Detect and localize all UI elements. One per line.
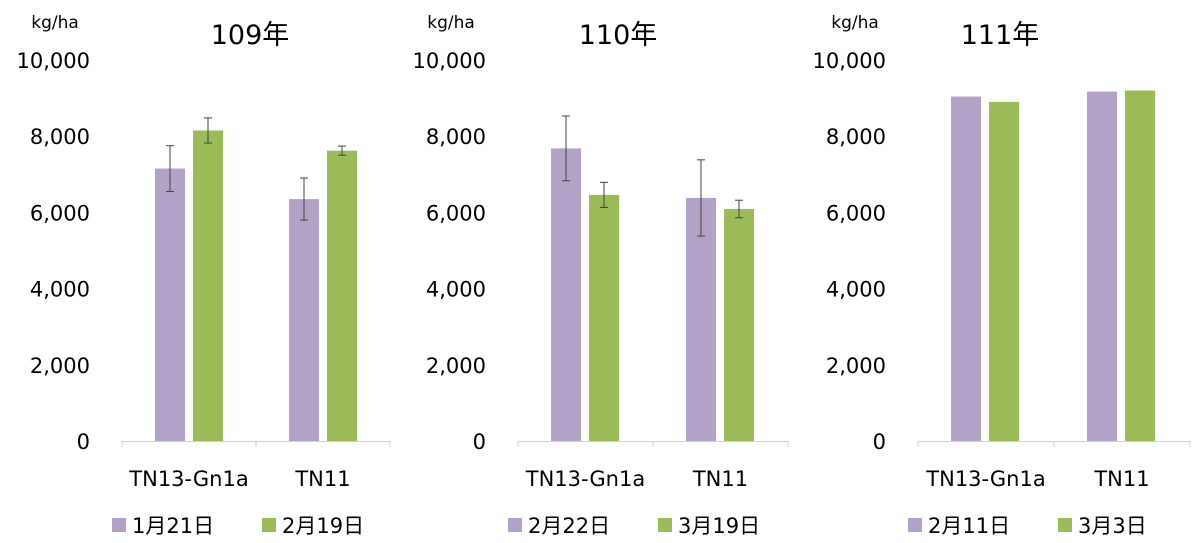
bar-TN13-Gn1a-1月21日 — [155, 168, 185, 441]
bar-TN13-Gn1a-3月19日 — [589, 194, 619, 441]
x-category-label: TN13-Gn1a — [525, 467, 645, 491]
bar-TN11-3月3日 — [1125, 90, 1155, 441]
bar-TN13-Gn1a-2月22日 — [551, 148, 581, 441]
y-tick-label: 4,000 — [426, 278, 486, 302]
legend-swatch — [908, 518, 922, 532]
legend-swatch — [658, 518, 672, 532]
y-tick-label: 2,000 — [426, 354, 486, 378]
y-tick-label: 6,000 — [826, 201, 886, 225]
y-tick-label: 8,000 — [426, 125, 486, 149]
chart-panel-1: kg/ha 109年 0 2,000 4,000 6,000 8,000 10,000 TN13… — [17, 13, 391, 538]
x-category-label: TN11 — [1093, 467, 1149, 491]
y-tick-label: 4,000 — [826, 278, 886, 302]
bar-TN11-2月22日 — [686, 197, 716, 441]
legend-label: 3月19日 — [678, 514, 760, 538]
y-unit-label: kg/ha — [831, 13, 879, 33]
x-category-label: TN11 — [692, 467, 748, 491]
y-unit-label: kg/ha — [31, 13, 79, 33]
y-tick-label: 10,000 — [413, 49, 486, 73]
legend-label: 1月21日 — [132, 514, 214, 538]
x-category-label: TN13-Gn1a — [925, 467, 1045, 491]
y-unit-label: kg/ha — [427, 13, 475, 33]
y-tick-label: 0 — [77, 430, 90, 454]
bar-TN11-1月21日 — [289, 199, 319, 441]
y-tick-label: 8,000 — [30, 125, 90, 149]
y-tick-label: 8,000 — [826, 125, 886, 149]
y-tick-label: 6,000 — [30, 201, 90, 225]
chart-title: 109年 — [211, 20, 290, 51]
legend-label: 2月22日 — [528, 514, 610, 538]
bar-TN11-2月19日 — [327, 150, 357, 442]
chart-title: 111年 — [961, 20, 1040, 51]
legend-swatch — [112, 518, 126, 532]
bar-TN13-Gn1a-3月3日 — [989, 101, 1019, 441]
y-tick-label: 6,000 — [426, 201, 486, 225]
legend-swatch — [1058, 518, 1072, 532]
bar-TN13-Gn1a-2月11日 — [951, 96, 981, 442]
legend-label: 2月19日 — [282, 514, 364, 538]
bar-TN11-2月11日 — [1087, 91, 1117, 442]
chart-title: 110年 — [579, 20, 658, 51]
legend-swatch — [262, 518, 276, 532]
legend-label: 3月3日 — [1078, 514, 1147, 538]
y-tick-label: 10,000 — [17, 49, 90, 73]
legend-label: 2月11日 — [928, 514, 1010, 538]
bar-TN11-3月19日 — [724, 208, 754, 441]
chart-panel-3: kg/ha 111年 0 2,000 4,000 6,000 8,000 10,000 TN13… — [813, 13, 1191, 538]
y-tick-label: 0 — [873, 430, 886, 454]
legend-swatch — [508, 518, 522, 532]
x-category-label: TN13-Gn1a — [128, 467, 248, 491]
x-category-label: TN11 — [294, 467, 350, 491]
y-tick-label: 4,000 — [30, 278, 90, 302]
y-tick-label: 10,000 — [813, 49, 886, 73]
y-tick-label: 0 — [473, 430, 486, 454]
y-tick-label: 2,000 — [826, 354, 886, 378]
chart-panel-2: kg/ha 110年 0 2,000 4,000 6,000 8,000 10,000 TN13… — [413, 13, 789, 538]
y-tick-label: 2,000 — [30, 354, 90, 378]
bar-TN13-Gn1a-2月19日 — [193, 130, 223, 442]
